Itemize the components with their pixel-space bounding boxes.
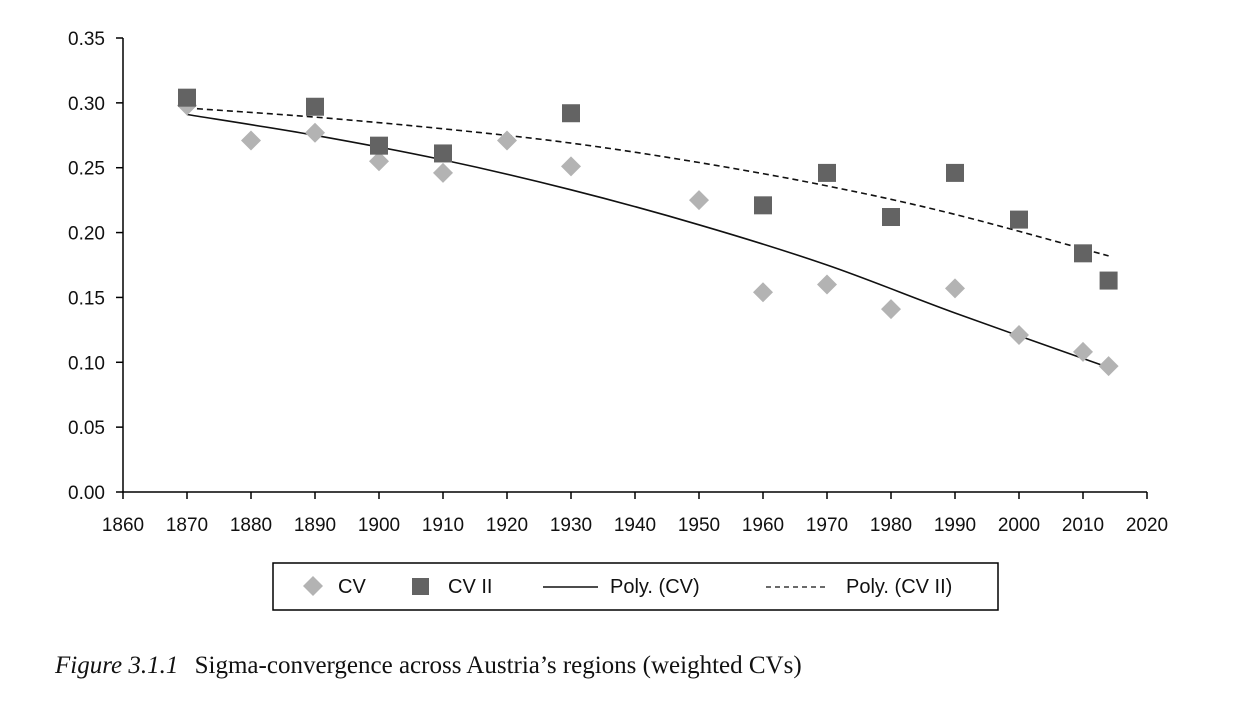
y-tick-label: 0.10	[68, 353, 105, 374]
cv-point	[369, 151, 389, 172]
cv-ii-point	[1010, 210, 1028, 229]
legend-box	[272, 562, 999, 611]
cv-ii-point	[754, 196, 772, 215]
y-tick-label: 0.25	[68, 159, 105, 180]
cv-point	[945, 278, 965, 299]
cv-point	[305, 122, 325, 143]
y-tick-label: 0.35	[68, 29, 105, 50]
y-tick-label: 0.05	[68, 418, 105, 439]
cv-point	[753, 282, 773, 303]
legend-label-cv-ii: CV II	[448, 576, 492, 598]
y-tick-label: 0.15	[68, 288, 105, 309]
x-tick-label: 1890	[294, 515, 336, 536]
x-tick-label: 2000	[998, 515, 1040, 536]
trend-line-poly-cv	[186, 113, 1109, 369]
x-tick-label: 1920	[486, 515, 528, 536]
x-tick-label: 1960	[742, 515, 784, 536]
trend-lines	[186, 107, 1109, 369]
x-tick-label: 1970	[806, 515, 848, 536]
legend-item-cv-ii: CV II	[412, 576, 492, 598]
x-tick-label: 1870	[166, 515, 208, 536]
cv-point	[497, 130, 517, 151]
legend-diamond-marker	[303, 576, 323, 596]
cv-point	[817, 274, 837, 295]
y-axis: 0.00 0.05 0.10 0.15 0.20 0.25 0.30 0.35	[68, 29, 124, 504]
cv-point	[241, 130, 261, 151]
x-tick-label: 1860	[102, 515, 144, 536]
cv-ii-point	[946, 163, 964, 182]
cv-point	[881, 299, 901, 320]
figure-caption: Figure 3.1.1 Sigma-convergence across Au…	[55, 652, 802, 680]
x-tick-label: 2020	[1126, 515, 1168, 536]
cv-ii-point	[818, 163, 836, 182]
sigma-convergence-chart: 0.00 0.05 0.10 0.15 0.20 0.25 0.30 0.35 1860 187…	[68, 29, 1168, 611]
figure-number: Figure 3.1.1	[55, 652, 179, 679]
cv-point	[1009, 325, 1029, 346]
cv-ii-point	[1074, 244, 1092, 263]
cv-ii-point	[882, 208, 900, 227]
legend-item-cv: CV	[303, 576, 366, 598]
cv-ii-point	[370, 136, 388, 155]
cv-ii-point	[306, 97, 324, 116]
x-tick-label: 1990	[934, 515, 976, 536]
cv-ii-point	[1099, 271, 1118, 290]
data-points	[177, 88, 1119, 377]
x-tick-label: 2010	[1062, 515, 1104, 536]
x-tick-label: 1950	[678, 515, 720, 536]
cv-point	[1073, 341, 1093, 362]
y-tick-label: 0.30	[68, 94, 105, 115]
cv-ii-point	[562, 104, 580, 123]
x-tick-label: 1880	[230, 515, 272, 536]
y-tick-label: 0.00	[68, 483, 105, 504]
cv-ii-point	[178, 88, 196, 107]
x-tick-label: 1930	[550, 515, 592, 536]
cv-ii-point	[434, 144, 452, 163]
x-tick-label: 1980	[870, 515, 912, 536]
y-tick-label: 0.20	[68, 224, 105, 245]
x-tick-label: 1910	[422, 515, 464, 536]
legend-label-poly-cv: Poly. (CV)	[610, 576, 700, 598]
legend-label-poly-cv-ii: Poly. (CV II)	[846, 576, 952, 598]
cv-point	[689, 190, 709, 211]
cv-point	[1098, 356, 1119, 377]
legend-square-marker	[412, 578, 429, 595]
x-axis: 1860 1870 1880 1890 1900 1910 1920 1930 1940 1950…	[102, 491, 1168, 536]
trend-line-poly-cv-ii	[186, 107, 1109, 257]
legend: CV CV II Poly. (CV) Poly. (CV II)	[272, 562, 999, 611]
figure-caption-text: Sigma-convergence across Austria’s regio…	[194, 652, 802, 679]
legend-item-poly-cv-ii: Poly. (CV II)	[766, 576, 952, 598]
legend-label-cv: CV	[338, 576, 366, 598]
legend-item-poly-cv: Poly. (CV)	[543, 576, 700, 598]
cv-point	[433, 162, 453, 183]
cv-point	[561, 156, 581, 177]
x-tick-label: 1940	[614, 515, 656, 536]
x-tick-label: 1900	[358, 515, 400, 536]
